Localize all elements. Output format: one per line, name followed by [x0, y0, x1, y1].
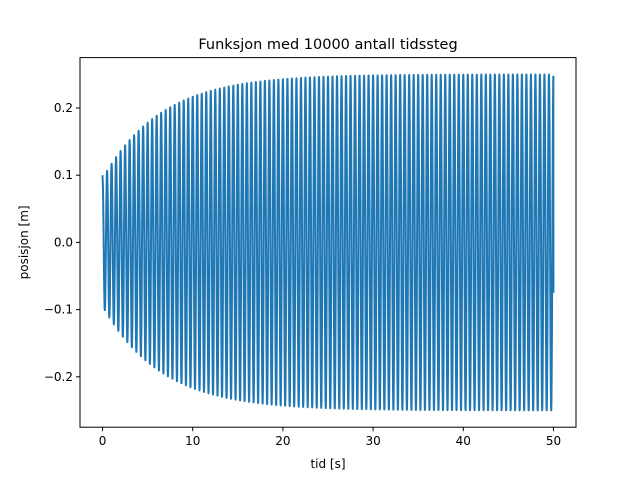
y-tick-label: 0.1 [54, 168, 73, 182]
x-tick-label: 20 [275, 434, 290, 448]
y-axis: −0.2 −0.1 0.0 0.1 0.2 [44, 101, 80, 384]
x-axis-label: tid [s] [310, 457, 345, 471]
series-line-0 [103, 74, 554, 410]
y-tick-label: −0.1 [44, 303, 73, 317]
x-tick-label: 0 [99, 434, 107, 448]
x-tick-label: 40 [456, 434, 471, 448]
y-tick-label: 0.0 [54, 235, 73, 249]
chart-title: Funksjon med 10000 antall tidssteg [198, 37, 457, 53]
y-tick-label: −0.2 [44, 370, 73, 384]
y-tick-label: 0.2 [54, 101, 73, 115]
plot-area [103, 74, 554, 410]
x-tick-label: 50 [546, 434, 561, 448]
y-axis-label: posisjon [m] [17, 205, 31, 279]
x-axis: 0 10 20 30 40 50 [99, 427, 561, 448]
x-tick-label: 30 [365, 434, 380, 448]
x-tick-label: 10 [185, 434, 200, 448]
